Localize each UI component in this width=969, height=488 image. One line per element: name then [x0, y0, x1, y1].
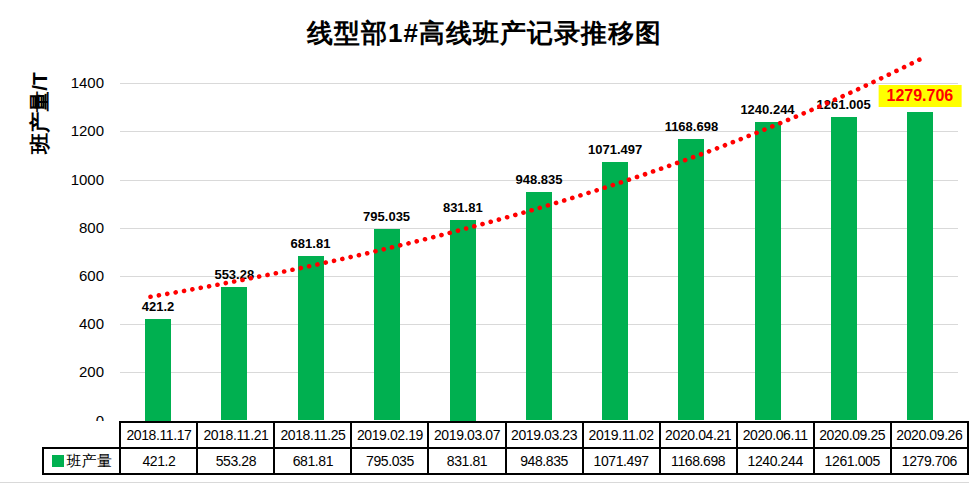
- bar: [374, 229, 400, 421]
- table-date-cell: 2019.03.23: [506, 422, 583, 448]
- gridline: [120, 83, 958, 84]
- table-value-cell: 1261.005: [814, 448, 891, 474]
- table-value-cell: 681.81: [274, 448, 351, 474]
- table-date-cell: 2018.11.21: [197, 422, 274, 448]
- chart-title: 线型部1#高线班产记录推移图: [0, 16, 969, 51]
- y-tick-label: 1000: [40, 172, 104, 188]
- bar-value-label: 948.835: [493, 172, 585, 187]
- chart-bottom-border: [0, 482, 969, 483]
- table-date-cell: 2019.02.19: [351, 422, 428, 448]
- y-tick-label: 600: [40, 268, 104, 284]
- bar-value-label: 1261.005: [798, 97, 890, 112]
- bar: [678, 139, 704, 421]
- production-trend-chart: 线型部1#高线班产记录推移图 班产量/T 0200400600800100012…: [0, 0, 969, 488]
- bar: [831, 117, 857, 421]
- table-date-cell: 2018.11.25: [274, 422, 351, 448]
- table-date-cell: 2020.04.21: [660, 422, 737, 448]
- bar: [602, 162, 628, 420]
- table-value-cell: 1279.706: [891, 448, 968, 474]
- table-date-cell: 2018.11.17: [120, 422, 197, 448]
- y-tick-label: 1400: [40, 75, 104, 91]
- bar-value-label: 1071.497: [569, 142, 661, 157]
- table-corner-cell: [43, 422, 120, 448]
- bar: [450, 220, 476, 421]
- bar-value-label-highlighted: 1279.706: [879, 85, 962, 107]
- data-table: 2018.11.172018.11.212018.11.252019.02.19…: [42, 421, 969, 475]
- table-value-cell: 421.2: [120, 448, 197, 474]
- bar: [298, 256, 324, 420]
- table-dates-row: 2018.11.172018.11.212018.11.252019.02.19…: [43, 422, 968, 448]
- y-tick-label: 800: [40, 220, 104, 236]
- legend-label: 班产量: [67, 452, 112, 469]
- bar-value-label: 831.81: [417, 200, 509, 215]
- bar: [145, 319, 171, 421]
- bar: [526, 192, 552, 421]
- table-value-cell: 1168.698: [660, 448, 737, 474]
- legend-cell: 班产量: [43, 448, 120, 474]
- table-date-cell: 2020.09.25: [814, 422, 891, 448]
- table-value-cell: 795.035: [351, 448, 428, 474]
- y-tick-label: 1200: [40, 123, 104, 139]
- bar-value-label: 681.81: [265, 236, 357, 251]
- bar: [907, 112, 933, 420]
- table-date-cell: 2019.11.02: [583, 422, 660, 448]
- legend-swatch-icon: [52, 455, 64, 467]
- bar-value-label: 553.28: [188, 267, 280, 282]
- table-value-cell: 553.28: [197, 448, 274, 474]
- table-values-row: 班产量 421.2553.28681.81795.035831.81948.83…: [43, 448, 968, 474]
- y-tick-label: 400: [40, 316, 104, 332]
- bar-value-label: 421.2: [112, 299, 204, 314]
- table-date-cell: 2019.03.07: [428, 422, 505, 448]
- y-axis-title: 班产量/T: [27, 53, 53, 173]
- table-value-cell: 1240.244: [737, 448, 814, 474]
- bar-value-label: 1168.698: [645, 119, 737, 134]
- table-value-cell: 831.81: [428, 448, 505, 474]
- table-date-cell: 2020.06.11: [737, 422, 814, 448]
- bar: [755, 122, 781, 421]
- bar: [221, 287, 247, 420]
- table-value-cell: 1071.497: [583, 448, 660, 474]
- table-date-cell: 2020.09.26: [891, 422, 968, 448]
- table-value-cell: 948.835: [506, 448, 583, 474]
- y-tick-label: 200: [40, 364, 104, 380]
